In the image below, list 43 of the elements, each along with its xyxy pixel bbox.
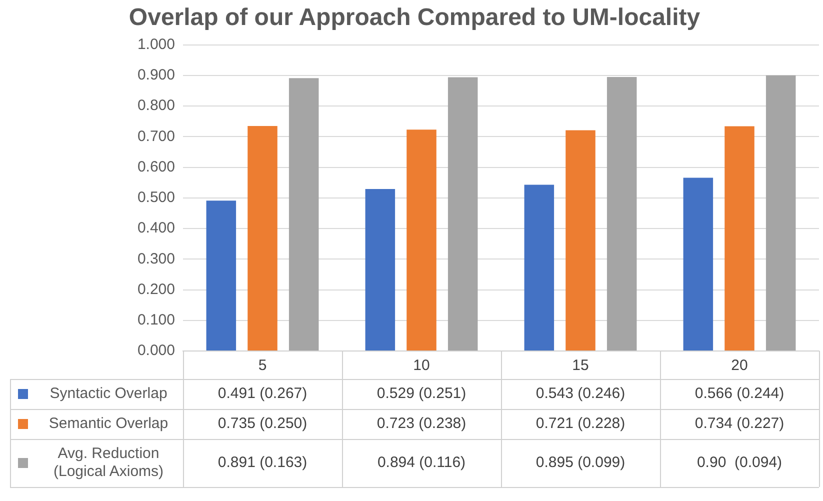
- bar: [766, 75, 796, 350]
- bar: [724, 126, 754, 350]
- x-tick-label: 15: [572, 357, 589, 374]
- data-label: 0.721 (0.228): [536, 415, 626, 432]
- bar: [288, 78, 319, 350]
- y-tick-label: 1.000: [137, 36, 175, 53]
- y-tick-label: 0.200: [137, 280, 175, 298]
- bar: [683, 178, 714, 350]
- chart-title: Overlap of our Approach Compared to UM-locality: [128, 4, 701, 32]
- bar: [365, 189, 396, 350]
- x-tick-label: 20: [731, 357, 748, 374]
- data-label: 0.529 (0.251): [376, 385, 466, 402]
- y-tick-label: 0.300: [137, 250, 175, 268]
- bar: [606, 76, 637, 350]
- bar: [406, 130, 436, 350]
- y-tick-label: 0.700: [137, 128, 175, 145]
- y-tick-label: 0.000: [137, 342, 175, 360]
- y-tick-label: 0.500: [137, 189, 175, 206]
- bar: [448, 77, 478, 350]
- data-label: 0.566 (0.244): [694, 385, 784, 402]
- data-label: 0.90 (0.094): [696, 454, 782, 472]
- data-label: 0.491 (0.267): [218, 385, 308, 402]
- bar: [206, 200, 236, 350]
- legend-label: Avg. Reduction (Logical Axioms): [53, 445, 164, 480]
- y-tick-label: 0.800: [137, 97, 175, 114]
- bar: [524, 184, 554, 350]
- data-label: 0.723 (0.238): [376, 415, 466, 432]
- x-tick-label: 10: [413, 357, 430, 374]
- legend-label: Semantic Overlap: [48, 415, 168, 432]
- bar: [566, 130, 596, 350]
- data-label: 0.543 (0.246): [536, 385, 626, 402]
- data-label: 0.891 (0.163): [218, 454, 308, 472]
- data-label: 0.894 (0.116): [377, 454, 466, 472]
- data-label: 0.895 (0.099): [536, 454, 626, 472]
- y-tick-label: 0.100: [137, 312, 175, 329]
- legend-label: Syntactic Overlap: [50, 385, 168, 402]
- y-tick-label: 0.400: [137, 220, 175, 237]
- x-tick-label: 5: [258, 357, 267, 374]
- bar: [248, 126, 278, 350]
- data-label: 0.734 (0.227): [694, 415, 784, 432]
- y-tick-label: 0.900: [137, 66, 175, 84]
- y-tick-label: 0.600: [137, 158, 175, 176]
- data-label: 0.735 (0.250): [218, 415, 308, 432]
